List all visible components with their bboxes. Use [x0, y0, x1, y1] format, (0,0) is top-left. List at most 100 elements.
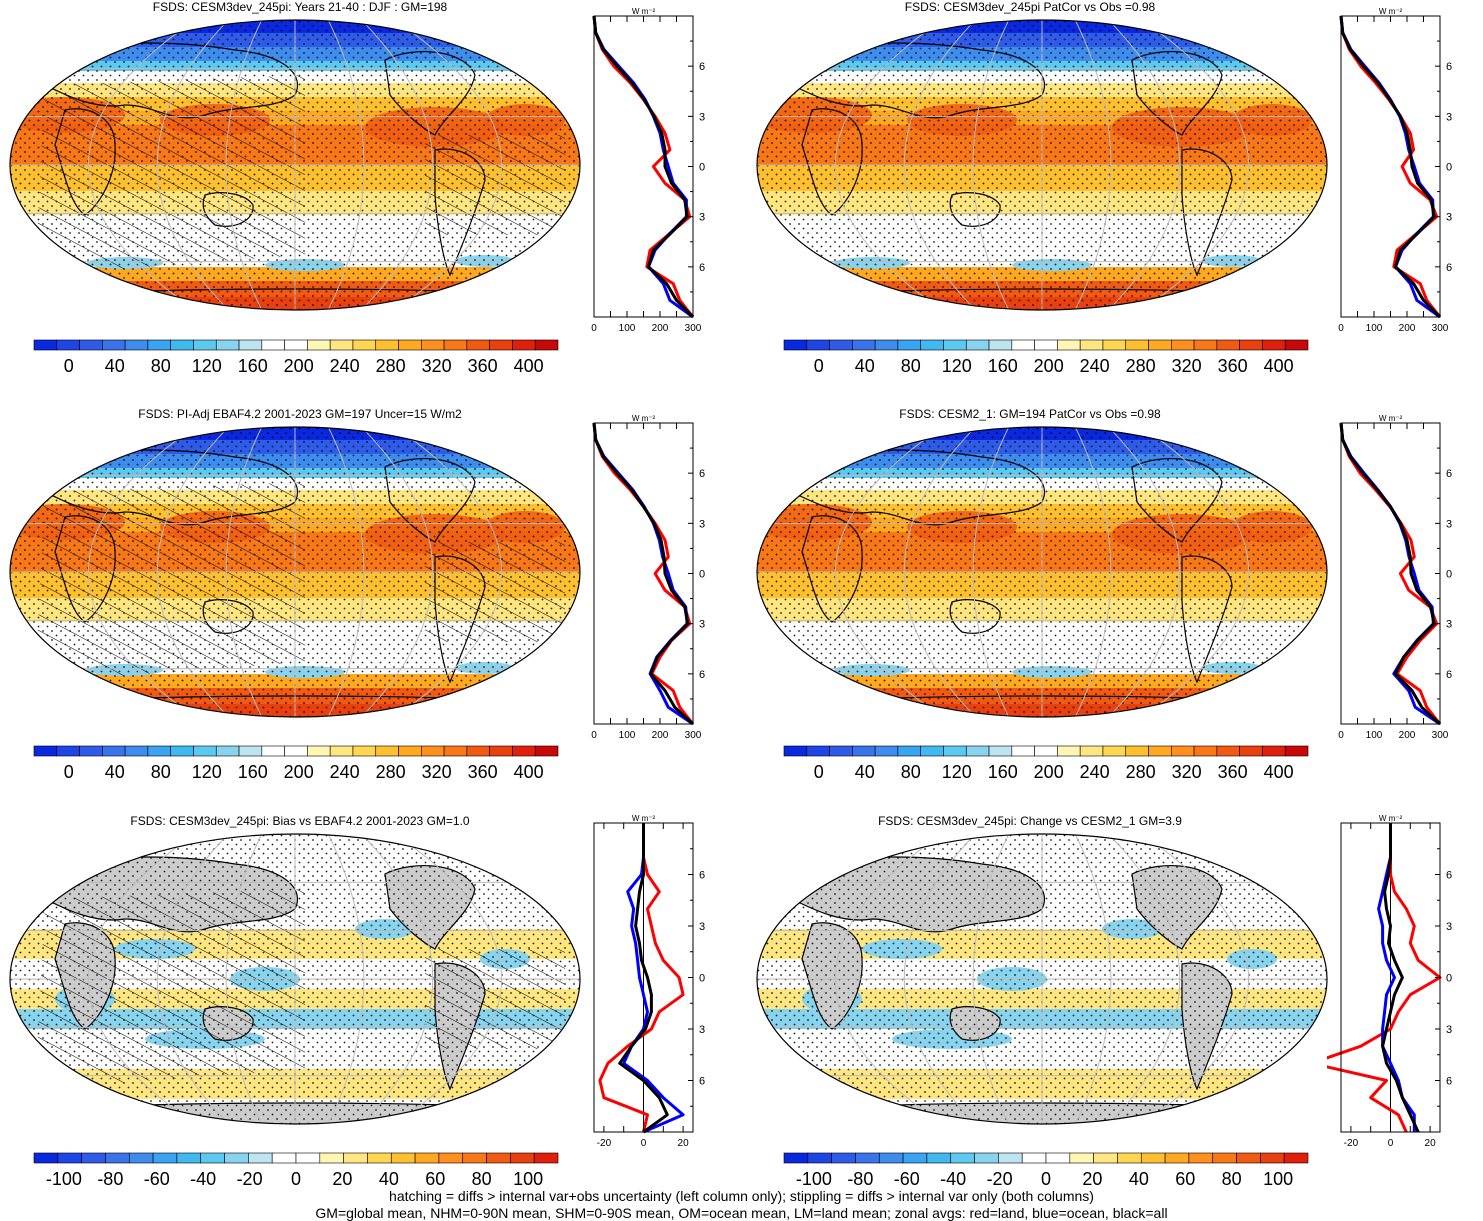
x-tick-label: -20	[597, 1138, 612, 1149]
colorbar-box	[307, 745, 331, 757]
colorbar-box	[438, 1152, 464, 1164]
colorbar-label: 20	[332, 1169, 352, 1189]
zonal-profile-5: W m⁻² 60N 30N 0 30S 60S -20 0 20	[593, 814, 705, 1149]
colorbar-box	[57, 1152, 82, 1164]
lat-tick-label: 0	[699, 162, 705, 174]
lat-tick-label: 30S	[699, 1024, 705, 1036]
colorbar-box	[1216, 339, 1240, 351]
lat-tick-label: 30N	[699, 518, 705, 530]
x-tick-label: 20	[678, 1138, 690, 1149]
colorbar-box	[783, 745, 808, 757]
colorbar-box	[102, 339, 126, 351]
colorbar-box	[512, 745, 536, 757]
colorbar-box	[902, 1152, 928, 1164]
colorbar-box	[414, 1152, 440, 1164]
colorbar-box	[79, 339, 103, 351]
colorbar-label: -40	[190, 1169, 216, 1189]
colorbar-label: 240	[330, 356, 360, 376]
colorbar-label: 200	[1034, 762, 1064, 782]
colorbar-box	[193, 339, 217, 351]
colorbar-box	[284, 745, 308, 757]
colorbar-box	[1283, 1152, 1309, 1164]
colorbar-box	[1262, 339, 1286, 351]
colorbar-label: 400	[514, 762, 544, 782]
zonal-profile-3: W m⁻² 60N 30N 0 30S 60S 0 100 200 300	[591, 414, 705, 741]
lat-tick-label: 30N	[699, 111, 705, 123]
colorbar-box	[1102, 339, 1127, 351]
colorbar-label: -80	[97, 1169, 123, 1189]
colorbar-label: 0	[291, 1169, 301, 1189]
colorbar-box	[1284, 745, 1309, 757]
colorbar-box	[1140, 1152, 1166, 1164]
colorbar-label: 40	[855, 762, 875, 782]
colorbar-box	[1117, 1152, 1142, 1164]
colorbar-box	[238, 745, 263, 757]
zonal-line-land	[1327, 823, 1442, 1133]
colorbar-box	[352, 745, 377, 757]
colorbar-box	[319, 1152, 344, 1164]
colorbar-box	[988, 745, 1013, 757]
x-tick-label: 0	[591, 323, 597, 334]
colorbar-box	[926, 1152, 952, 1164]
colorbar-box	[783, 1152, 809, 1164]
colorbar-box	[1171, 339, 1195, 351]
lat-tick-label: 60S	[699, 669, 705, 681]
colorbar-3: 0 40 80 120 160 200 240 280 320 360 400	[33, 745, 559, 782]
lat-tick-label: 30S	[1446, 1024, 1452, 1036]
zonal-line-all	[592, 15, 695, 319]
colorbar-box	[998, 1152, 1023, 1164]
colorbar-box	[486, 1152, 511, 1164]
x-tick-label: 0	[1388, 1138, 1394, 1149]
colorbar-box	[367, 1152, 392, 1164]
colorbar-box	[783, 339, 808, 351]
colorbar-box	[215, 745, 240, 757]
zonal-profile-2: W m⁻² 60N 30N 0 30S 60S 0 100 200 300	[1338, 7, 1452, 334]
colorbar-1: 0 40 80 120 160 200 240 280 320 360 400	[33, 339, 559, 376]
colorbar-label: 200	[284, 356, 314, 376]
colorbar-box	[1057, 339, 1081, 351]
colorbar-box	[1079, 339, 1104, 351]
colorbar-box	[852, 745, 876, 757]
colorbar-box	[1021, 1152, 1047, 1164]
colorbar-box	[128, 1152, 154, 1164]
map-panel-4	[756, 426, 1328, 718]
panel-title: FSDS: CESM3dev_245pi PatCor vs Obs =0.98	[904, 0, 1156, 14]
colorbar-label: 240	[330, 762, 360, 782]
colorbar-label: 320	[1172, 356, 1202, 376]
colorbar-box	[224, 1152, 249, 1164]
colorbar-box	[510, 1152, 535, 1164]
panel-title: FSDS: CESM2_1: GM=194 PatCor vs Obs =0.9…	[899, 407, 1161, 421]
lat-tick-label: 30N	[699, 921, 705, 933]
zonal-line-ocean	[1377, 823, 1416, 1132]
colorbar-box	[295, 1152, 321, 1164]
colorbar-label: 40	[1129, 1169, 1149, 1189]
colorbar-box	[56, 745, 80, 757]
colorbar-box	[1284, 339, 1309, 351]
colorbar-box	[261, 745, 285, 757]
x-tick-label: 20	[1425, 1138, 1437, 1149]
colorbar-box	[443, 745, 468, 757]
x-tick-label: 200	[1399, 730, 1416, 741]
colorbar-box	[81, 1152, 106, 1164]
x-tick-label: -20	[1344, 1138, 1359, 1149]
colorbar-box	[1102, 745, 1127, 757]
colorbar-box	[1260, 1152, 1285, 1164]
map-panel-2	[756, 19, 1328, 311]
colorbar-label: 240	[1080, 762, 1110, 782]
colorbar-label: 400	[1264, 356, 1294, 376]
colorbar-box	[1216, 745, 1240, 757]
colorbar-box	[248, 1152, 273, 1164]
colorbar-label: 360	[468, 762, 498, 782]
colorbar-box	[1034, 745, 1058, 757]
colorbar-box	[806, 339, 830, 351]
x-tick-label: 100	[619, 730, 636, 741]
colorbar-box	[152, 1152, 178, 1164]
colorbar-box	[329, 339, 354, 351]
lat-tick-label: 30S	[1446, 619, 1452, 631]
lat-tick-label: 30S	[699, 619, 705, 631]
colorbar-box	[176, 1152, 202, 1164]
colorbar-label: -80	[847, 1169, 873, 1189]
x-tick-label: 0	[591, 730, 597, 741]
colorbar-label: 280	[376, 762, 406, 782]
colorbar-box	[398, 339, 422, 351]
